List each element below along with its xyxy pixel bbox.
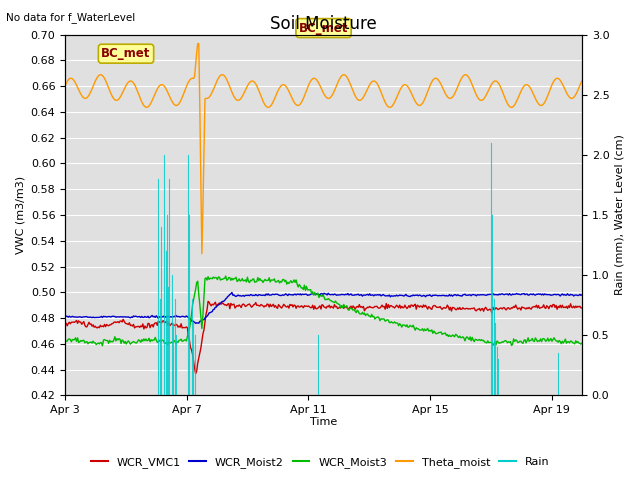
Y-axis label: VWC (m3/m3): VWC (m3/m3) <box>15 176 25 254</box>
Text: BC_met: BC_met <box>299 22 348 35</box>
Title: Soil Moisture: Soil Moisture <box>270 15 377 33</box>
Text: BC_met: BC_met <box>101 47 150 60</box>
Legend: WCR_VMC1, WCR_Moist2, WCR_Moist3, Theta_moist, Rain: WCR_VMC1, WCR_Moist2, WCR_Moist3, Theta_… <box>86 452 554 472</box>
Y-axis label: Rain (mm), Water Level (cm): Rain (mm), Water Level (cm) <box>615 134 625 296</box>
Text: No data for f_WaterLevel: No data for f_WaterLevel <box>6 12 136 23</box>
X-axis label: Time: Time <box>310 417 337 427</box>
